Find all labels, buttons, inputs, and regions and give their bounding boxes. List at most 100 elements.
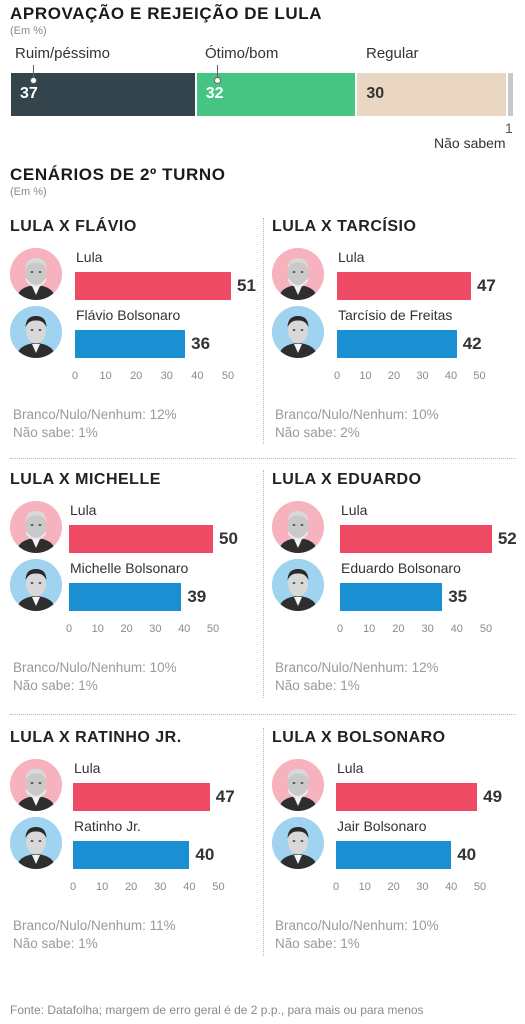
candidate-name-opponent: Michelle Bolsonaro (70, 560, 189, 576)
axis-tick-label: 0 (333, 370, 341, 382)
axis-tick-label: 10 (91, 623, 104, 635)
opponent-value: 42 (462, 334, 482, 353)
approval-pointer-line (217, 65, 218, 79)
axis-tick-label: 30 (160, 370, 173, 382)
opponent-value: 40 (457, 845, 477, 864)
note-blank-null: Branco/Nulo/Nenhum: 10% (13, 660, 177, 675)
scenario-panel: LULA X TARCÍSIO Lula 47 Tarcísio de Freit… (272, 218, 512, 444)
vertical-divider (263, 728, 264, 956)
axis-tick-label: 50 (473, 881, 487, 893)
axis-tick-label: 20 (387, 370, 401, 382)
axis-tick-label: 0 (69, 881, 77, 893)
axis-tick-label: 10 (95, 881, 109, 893)
lula-avatar-icon (10, 501, 62, 553)
candidate-name-lula: Lula (341, 502, 368, 518)
scenario-notes: Branco/Nulo/Nenhum: 10% Não sabe: 2% (275, 406, 439, 442)
horizontal-divider (10, 714, 516, 715)
note-dont-know: Não sabe: 1% (13, 425, 98, 440)
scenario-title: LULA X EDUARDO (272, 471, 422, 488)
candidate-name-opponent: Tarcísio de Freitas (338, 307, 453, 323)
lula-avatar-icon (272, 501, 324, 553)
axis-tick-label: 40 (178, 623, 191, 635)
axis-tick-label: 30 (416, 370, 429, 382)
axis-tick-label: 50 (473, 370, 486, 382)
note-blank-null: Branco/Nulo/Nenhum: 10% (275, 407, 439, 422)
scenario-title: LULA X TARCÍSIO (272, 218, 417, 235)
lula-bar (336, 783, 478, 811)
note-dont-know: Não sabe: 1% (13, 678, 98, 693)
axis-tick-label: 10 (363, 623, 376, 635)
axis-tick-label: 20 (130, 370, 143, 382)
approval-value-3: 30 (366, 85, 385, 102)
vertical-divider (263, 218, 264, 444)
scenario-panel: LULA X RATINHO JR. Lula 47 Ratinho Jr. 40 0… (10, 729, 250, 955)
scenario-notes: Branco/Nulo/Nenhum: 11% Não sabe: 1% (13, 917, 176, 953)
approval-label-1: Ruim/péssimo (15, 45, 111, 62)
opponent-bar (340, 583, 443, 611)
approval-title: APROVAÇÃO E REJEIÇÃO DE LULA (10, 4, 323, 23)
approval-subtitle: (Em %) (10, 25, 47, 37)
candidate-name-opponent: Flávio Bolsonaro (76, 307, 181, 323)
approval-pointer-dot (214, 77, 221, 84)
axis-tick-label: 40 (444, 370, 458, 382)
lula-value: 49 (483, 787, 503, 806)
note-blank-null: Branco/Nulo/Nenhum: 11% (13, 918, 176, 933)
lula-avatar-icon (272, 248, 324, 300)
candidate-name-lula: Lula (74, 760, 101, 776)
axis-tick-label: 20 (392, 623, 405, 635)
scenario-notes: Branco/Nulo/Nenhum: 12% Não sabe: 1% (13, 406, 177, 442)
axis-tick-label: 50 (221, 370, 235, 382)
axis-tick-label: 0 (71, 370, 79, 382)
axis-tick-label: 10 (359, 370, 372, 382)
lula-value: 50 (219, 529, 238, 548)
opponent-avatar-icon (272, 306, 324, 358)
scenario-notes: Branco/Nulo/Nenhum: 10% Não sabe: 1% (275, 917, 439, 953)
opponent-bar (336, 841, 452, 869)
axis-tick-label: 30 (154, 881, 167, 893)
approval-label-4: Não sabem (434, 135, 506, 151)
candidate-name-lula: Lula (337, 760, 364, 776)
opponent-value: 35 (448, 587, 468, 606)
approval-label-3: Regular (366, 45, 419, 62)
approval-segment-4 (507, 73, 513, 116)
approval-value-4: 1 (505, 120, 513, 136)
lula-value: 47 (476, 276, 496, 295)
axis-tick-label: 40 (445, 881, 458, 893)
lula-avatar-icon (10, 248, 62, 300)
opponent-value: 39 (187, 587, 207, 606)
opponent-value: 40 (195, 845, 215, 864)
note-blank-null: Branco/Nulo/Nenhum: 10% (275, 918, 439, 933)
axis-tick-label: 0 (65, 623, 73, 635)
lula-bar (340, 525, 492, 553)
opponent-bar (337, 330, 457, 358)
axis-tick-label: 40 (183, 881, 196, 893)
scenario-title: LULA X BOLSONARO (272, 729, 446, 746)
opponent-bar (69, 583, 182, 611)
note-dont-know: Não sabe: 1% (275, 936, 360, 951)
candidate-name-lula: Lula (76, 249, 103, 265)
approval-label-2: Ótimo/bom (205, 45, 279, 62)
opponent-bar (75, 330, 186, 358)
candidate-name-opponent: Eduardo Bolsonaro (341, 560, 461, 576)
lula-value: 52 (497, 529, 517, 548)
lula-bar (75, 272, 232, 300)
opponent-avatar-icon (272, 559, 324, 611)
axis-tick-label: 0 (336, 623, 344, 635)
scenario-notes: Branco/Nulo/Nenhum: 12% Não sabe: 1% (275, 659, 439, 695)
axis-tick-label: 30 (416, 881, 429, 893)
scenario-panel: LULA X BOLSONARO Lula 49 Jair Bolsonaro 40… (272, 729, 512, 955)
lula-bar (73, 783, 210, 811)
approval-pointer-dot (30, 77, 37, 84)
scenario-title: LULA X FLÁVIO (10, 218, 137, 235)
axis-tick-label: 50 (212, 881, 225, 893)
axis-tick-label: 50 (479, 623, 493, 635)
axis-tick-label: 0 (332, 881, 340, 893)
note-blank-null: Branco/Nulo/Nenhum: 12% (13, 407, 177, 422)
note-dont-know: Não sabe: 2% (275, 425, 360, 440)
lula-bar (69, 525, 213, 553)
opponent-bar (73, 841, 190, 869)
axis-tick-label: 10 (358, 881, 371, 893)
axis-tick-label: 40 (191, 370, 204, 382)
axis-tick-label: 50 (206, 623, 220, 635)
opponent-avatar-icon (272, 817, 324, 869)
